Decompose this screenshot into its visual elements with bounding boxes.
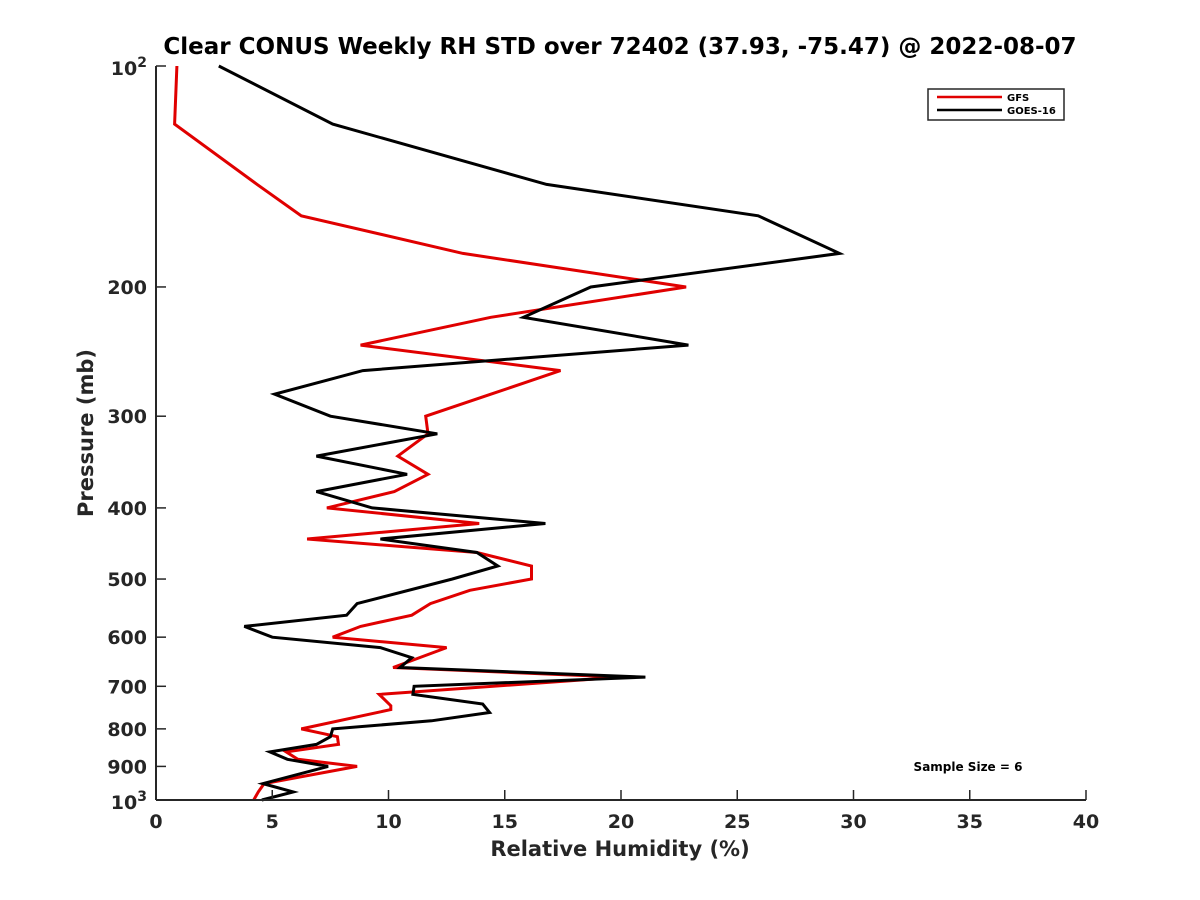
y-ticks: 102 200 300 400 500 600 700 800 900 103 <box>107 55 166 814</box>
legend: GFS GOES-16 <box>927 88 1065 121</box>
x-tick-label: 35 <box>957 811 983 833</box>
x-tick-label: 15 <box>492 811 518 833</box>
legend-label-goes-16: GOES-16 <box>1007 106 1056 117</box>
y-tick-label: 102 <box>111 55 147 80</box>
y-tick-label: 700 <box>107 676 147 698</box>
x-tick-label: 20 <box>608 811 634 833</box>
series-line-gfs <box>173 65 687 801</box>
y-axis-label: Pressure (mb) <box>74 349 98 517</box>
y-tick-label: 400 <box>107 498 147 520</box>
y-tick-label: 103 <box>111 789 147 814</box>
series-layer <box>173 64 845 802</box>
y-tick-label: 200 <box>107 277 147 299</box>
x-ticks: 0 5 10 15 20 25 30 35 40 <box>149 790 1099 833</box>
x-tick-label: 40 <box>1073 811 1099 833</box>
x-axis-label: Relative Humidity (%) <box>490 837 749 861</box>
sample-size-annotation: Sample Size = 6 <box>914 760 1023 774</box>
y-tick-label: 800 <box>107 719 147 741</box>
y-tick-label: 600 <box>107 627 147 649</box>
y-tick-label: 300 <box>107 406 147 428</box>
x-tick-label: 0 <box>149 811 162 833</box>
x-tick-label: 5 <box>266 811 279 833</box>
series-line-goes-16 <box>218 64 845 802</box>
y-tick-label: 500 <box>107 569 147 591</box>
legend-box <box>927 88 1065 121</box>
x-tick-label: 10 <box>375 811 401 833</box>
y-tick-label: 900 <box>107 756 147 778</box>
chart-title: Clear CONUS Weekly RH STD over 72402 (37… <box>163 34 1076 60</box>
x-tick-label: 30 <box>840 811 866 833</box>
x-tick-label: 25 <box>724 811 750 833</box>
legend-label-gfs: GFS <box>1007 93 1029 104</box>
